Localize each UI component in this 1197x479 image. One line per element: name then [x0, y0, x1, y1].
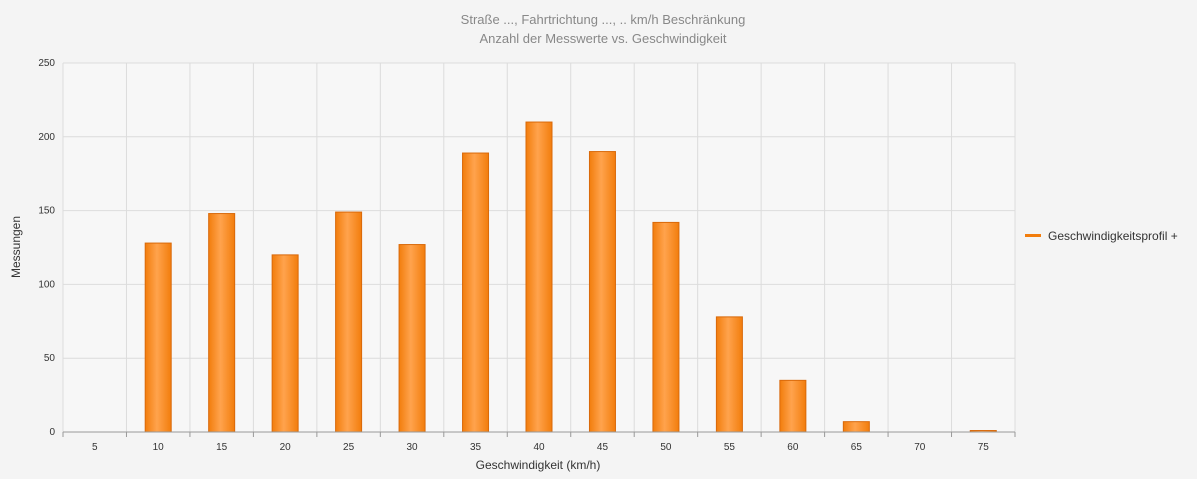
x-tick-label: 20 [280, 442, 292, 453]
bar-65[interactable] [842, 421, 870, 433]
legend-label: Geschwindigkeitsprofil + [1048, 229, 1178, 243]
x-tick-label: 35 [470, 442, 482, 453]
bar-25[interactable] [335, 211, 363, 433]
x-tick-label: 30 [407, 442, 419, 453]
x-tick-label: 60 [787, 442, 799, 453]
chart-title: Straße ..., Fahrtrichtung ..., .. km/h B… [461, 12, 746, 27]
y-tick-label: 250 [38, 58, 55, 69]
chart-subtitle: Anzahl der Messwerte vs. Geschwindigkeit [479, 31, 726, 46]
legend[interactable]: Geschwindigkeitsprofil + [1025, 229, 1178, 243]
x-tick-label: 55 [724, 442, 736, 453]
bar-40[interactable] [525, 121, 553, 433]
bars [144, 121, 997, 433]
x-tick-label: 40 [533, 442, 545, 453]
y-tick-label: 200 [38, 132, 55, 143]
bar-55[interactable] [715, 316, 743, 433]
y-tick-label: 50 [44, 353, 56, 364]
x-axis-label: Geschwindigkeit (km/h) [476, 458, 601, 472]
y-tick-label: 0 [49, 427, 55, 438]
x-tick-label: 45 [597, 442, 609, 453]
bar-60[interactable] [779, 379, 807, 433]
bar-30[interactable] [398, 244, 426, 433]
bar-45[interactable] [588, 151, 616, 433]
x-tick-label: 75 [978, 442, 990, 453]
bar-10[interactable] [144, 242, 172, 433]
x-tick-label: 65 [851, 442, 863, 453]
y-tick-label: 150 [38, 206, 55, 217]
x-tick-label: 25 [343, 442, 355, 453]
y-tick-label: 100 [38, 279, 55, 290]
bar-50[interactable] [652, 221, 680, 433]
axes: 0 50 100 150 200 250 5 10 15 20 25 30 35 40 45 50 55 60 65… [38, 58, 1016, 453]
x-tick-label: 50 [660, 442, 672, 453]
bar-15[interactable] [208, 213, 236, 433]
x-tick-label: 15 [216, 442, 228, 453]
x-tick-label: 5 [92, 442, 98, 453]
legend-swatch [1025, 234, 1041, 237]
x-tick-label: 10 [153, 442, 165, 453]
bar-20[interactable] [271, 254, 299, 433]
bar-35[interactable] [462, 152, 490, 433]
x-tick-label: 70 [914, 442, 926, 453]
y-axis-label: Messungen [9, 216, 23, 278]
